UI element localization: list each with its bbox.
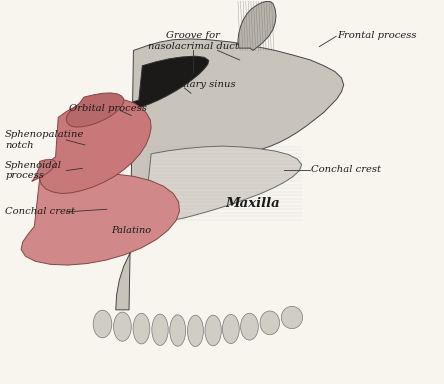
Ellipse shape xyxy=(187,315,203,347)
Ellipse shape xyxy=(114,312,131,341)
Ellipse shape xyxy=(241,313,258,340)
Polygon shape xyxy=(66,93,124,127)
Ellipse shape xyxy=(205,315,222,346)
Polygon shape xyxy=(40,99,151,194)
Text: Palatino: Palatino xyxy=(111,226,151,235)
Polygon shape xyxy=(116,39,344,310)
Polygon shape xyxy=(21,173,179,265)
Polygon shape xyxy=(129,56,209,109)
Ellipse shape xyxy=(93,310,112,338)
Ellipse shape xyxy=(222,314,239,344)
Polygon shape xyxy=(238,2,276,50)
Polygon shape xyxy=(145,146,301,220)
Text: Conchal crest: Conchal crest xyxy=(310,165,381,174)
Ellipse shape xyxy=(170,315,186,346)
Polygon shape xyxy=(32,159,56,181)
Text: Frontal process: Frontal process xyxy=(337,31,416,40)
Ellipse shape xyxy=(281,306,302,329)
Ellipse shape xyxy=(133,313,150,344)
Ellipse shape xyxy=(152,314,168,346)
Text: Sphenopalatine
notch: Sphenopalatine notch xyxy=(5,130,84,150)
Text: Sphenoidal
process: Sphenoidal process xyxy=(5,161,62,180)
Text: Maxilla: Maxilla xyxy=(226,197,280,210)
Text: Conchal crest: Conchal crest xyxy=(5,207,75,217)
Ellipse shape xyxy=(260,311,280,335)
Text: Orbital process: Orbital process xyxy=(69,104,147,113)
Text: Maxillary sinus: Maxillary sinus xyxy=(158,80,235,89)
Text: Groove for
nasolacrimal duct: Groove for nasolacrimal duct xyxy=(148,31,239,51)
